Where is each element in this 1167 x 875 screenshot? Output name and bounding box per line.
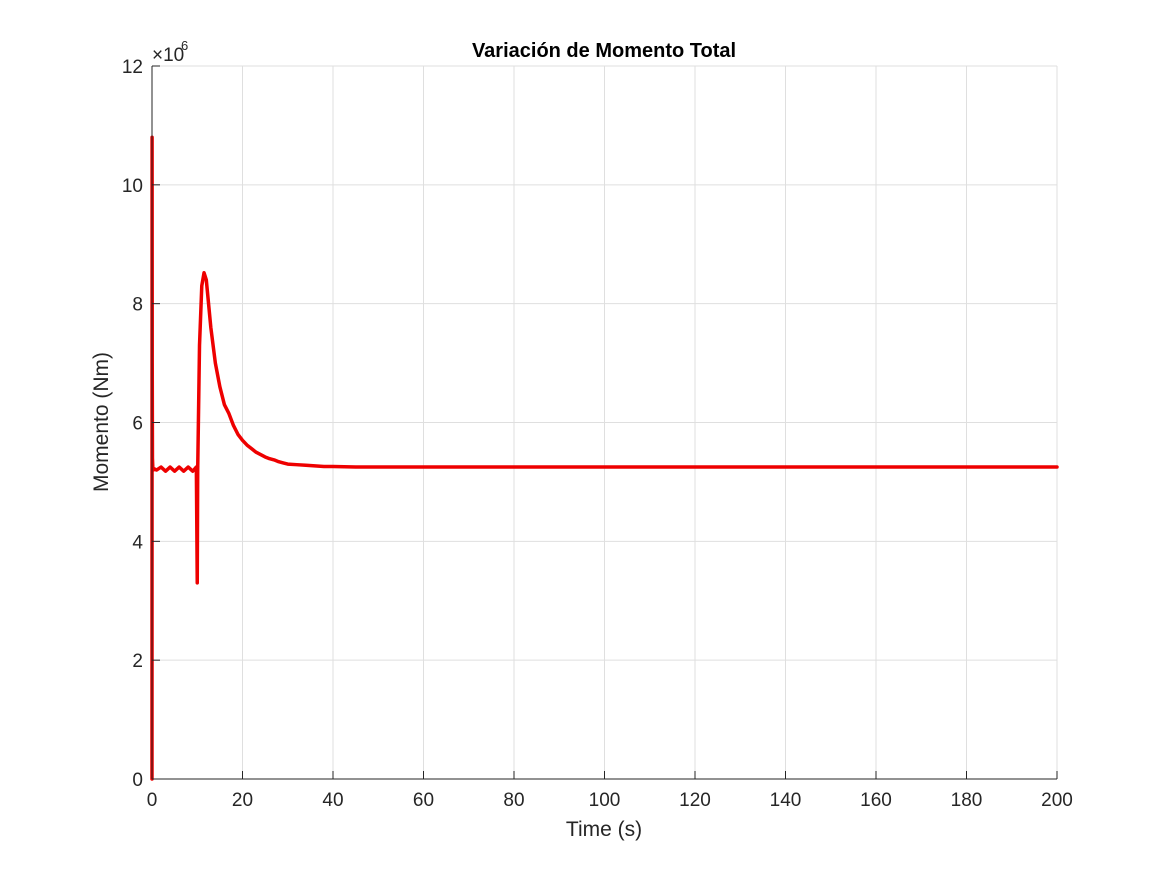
y-tick-label: 0: [132, 770, 143, 791]
x-ticks: 0 20 40 60 80 100 120 140 160 180 200: [147, 771, 1073, 811]
y-axis-label: Momento (Nm): [90, 352, 113, 492]
x-tick-label: 100: [589, 790, 621, 811]
y-tick-label: 10: [122, 176, 143, 197]
x-tick-label: 200: [1041, 790, 1073, 811]
y-tick-label: 2: [132, 651, 143, 672]
x-tick-label: 180: [951, 790, 983, 811]
y-exponent-label: ×10 6: [152, 38, 188, 66]
x-tick-label: 160: [860, 790, 892, 811]
y-ticks: 0 2 4 6 8 10 12: [122, 57, 160, 791]
x-tick-label: 60: [413, 790, 434, 811]
x-axis-label: Time (s): [566, 818, 642, 841]
x-tick-label: 40: [322, 790, 343, 811]
chart-title: Variación de Momento Total: [472, 40, 736, 62]
y-tick-label: 6: [132, 414, 143, 435]
x-tick-label: 0: [147, 790, 158, 811]
y-exponent-power: 6: [181, 38, 188, 53]
y-tick-label: 8: [132, 295, 143, 316]
x-tick-label: 80: [503, 790, 524, 811]
x-tick-label: 20: [232, 790, 253, 811]
y-tick-label: 4: [132, 532, 143, 553]
x-tick-label: 140: [770, 790, 802, 811]
y-tick-label: 12: [122, 57, 143, 78]
y-exponent-base: ×10: [152, 45, 184, 66]
x-tick-label: 120: [679, 790, 711, 811]
series-layer: [150, 135, 1059, 781]
series-line: [150, 135, 1059, 781]
